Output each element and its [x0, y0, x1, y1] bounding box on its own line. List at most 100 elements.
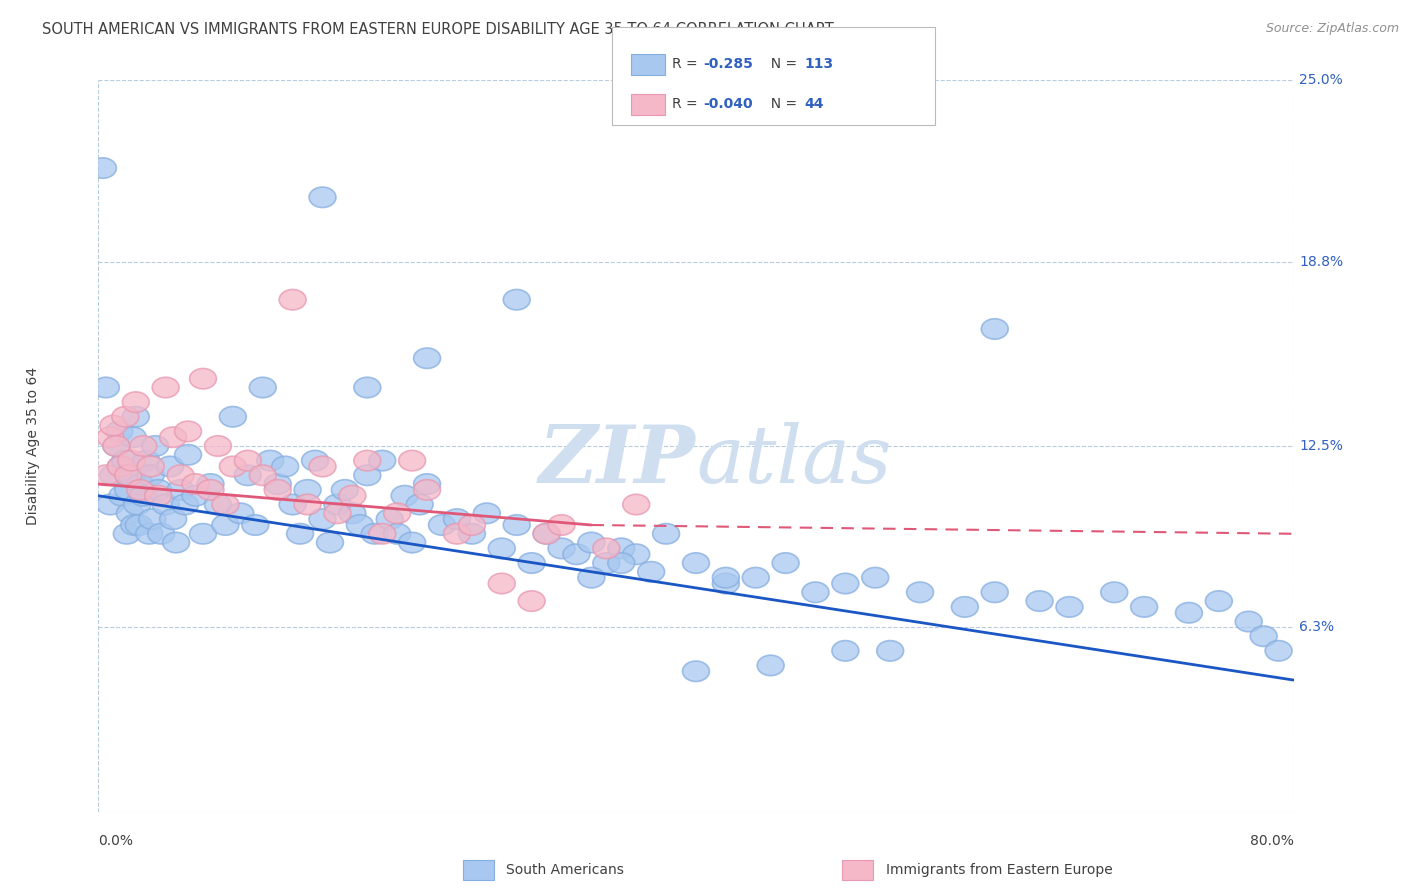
- Ellipse shape: [235, 450, 262, 471]
- Ellipse shape: [406, 494, 433, 515]
- Ellipse shape: [235, 465, 262, 485]
- Ellipse shape: [174, 421, 201, 442]
- Ellipse shape: [368, 524, 395, 544]
- Ellipse shape: [742, 567, 769, 588]
- Ellipse shape: [429, 515, 456, 535]
- Text: -0.040: -0.040: [703, 97, 752, 112]
- Ellipse shape: [145, 485, 172, 506]
- Ellipse shape: [129, 436, 156, 456]
- Ellipse shape: [593, 553, 620, 574]
- Ellipse shape: [124, 494, 150, 515]
- Ellipse shape: [316, 533, 343, 553]
- Ellipse shape: [519, 553, 546, 574]
- Ellipse shape: [758, 656, 785, 675]
- Ellipse shape: [120, 427, 146, 448]
- Ellipse shape: [204, 494, 232, 515]
- Ellipse shape: [138, 456, 165, 476]
- Text: Immigrants from Eastern Europe: Immigrants from Eastern Europe: [886, 863, 1112, 877]
- Ellipse shape: [219, 407, 246, 427]
- Ellipse shape: [503, 515, 530, 535]
- Ellipse shape: [107, 456, 135, 476]
- Ellipse shape: [519, 591, 546, 611]
- Text: R =: R =: [672, 57, 702, 71]
- Text: Source: ZipAtlas.com: Source: ZipAtlas.com: [1265, 22, 1399, 36]
- Ellipse shape: [652, 524, 679, 544]
- Ellipse shape: [294, 480, 321, 500]
- Ellipse shape: [1056, 597, 1083, 617]
- Ellipse shape: [877, 640, 904, 661]
- Ellipse shape: [772, 553, 799, 574]
- Text: 113: 113: [804, 57, 834, 71]
- Ellipse shape: [172, 494, 198, 515]
- Ellipse shape: [301, 450, 329, 471]
- Ellipse shape: [391, 485, 418, 506]
- Ellipse shape: [593, 538, 620, 558]
- Ellipse shape: [145, 480, 172, 500]
- Ellipse shape: [167, 480, 194, 500]
- Ellipse shape: [127, 480, 153, 500]
- Ellipse shape: [129, 485, 156, 506]
- Ellipse shape: [682, 553, 710, 574]
- Ellipse shape: [682, 661, 710, 681]
- Ellipse shape: [257, 450, 284, 471]
- Ellipse shape: [713, 574, 740, 594]
- Text: 0.0%: 0.0%: [98, 834, 134, 847]
- Ellipse shape: [152, 494, 179, 515]
- Ellipse shape: [1175, 602, 1202, 623]
- Ellipse shape: [832, 640, 859, 661]
- Ellipse shape: [280, 494, 307, 515]
- Ellipse shape: [163, 533, 190, 553]
- Text: SOUTH AMERICAN VS IMMIGRANTS FROM EASTERN EUROPE DISABILITY AGE 35 TO 64 CORRELA: SOUTH AMERICAN VS IMMIGRANTS FROM EASTER…: [42, 22, 834, 37]
- Ellipse shape: [115, 480, 142, 500]
- Ellipse shape: [152, 377, 179, 398]
- Ellipse shape: [212, 515, 239, 535]
- Ellipse shape: [287, 524, 314, 544]
- Ellipse shape: [103, 436, 129, 456]
- Ellipse shape: [132, 450, 160, 471]
- Ellipse shape: [112, 450, 139, 471]
- Ellipse shape: [623, 544, 650, 565]
- Ellipse shape: [981, 582, 1008, 602]
- Ellipse shape: [93, 377, 120, 398]
- Text: atlas: atlas: [696, 422, 891, 500]
- Text: 44: 44: [804, 97, 824, 112]
- Ellipse shape: [607, 553, 634, 574]
- Ellipse shape: [197, 480, 224, 500]
- Ellipse shape: [548, 515, 575, 535]
- Ellipse shape: [167, 465, 194, 485]
- Ellipse shape: [1265, 640, 1292, 661]
- Ellipse shape: [93, 465, 120, 485]
- Ellipse shape: [952, 597, 979, 617]
- Ellipse shape: [309, 509, 336, 529]
- Ellipse shape: [361, 524, 388, 544]
- Ellipse shape: [271, 456, 298, 476]
- Ellipse shape: [264, 480, 291, 500]
- Ellipse shape: [339, 485, 366, 506]
- Ellipse shape: [548, 538, 575, 558]
- Ellipse shape: [107, 456, 135, 476]
- Text: 25.0%: 25.0%: [1299, 73, 1343, 87]
- Ellipse shape: [100, 416, 127, 436]
- Ellipse shape: [503, 290, 530, 310]
- Ellipse shape: [280, 290, 307, 310]
- Ellipse shape: [242, 515, 269, 535]
- Ellipse shape: [125, 515, 152, 535]
- Ellipse shape: [488, 574, 515, 594]
- Ellipse shape: [354, 465, 381, 485]
- Text: 80.0%: 80.0%: [1250, 834, 1294, 847]
- Ellipse shape: [578, 533, 605, 553]
- Ellipse shape: [578, 567, 605, 588]
- Ellipse shape: [384, 503, 411, 524]
- Ellipse shape: [127, 474, 153, 494]
- Ellipse shape: [294, 494, 321, 515]
- Ellipse shape: [212, 494, 239, 515]
- Ellipse shape: [1236, 611, 1263, 632]
- Text: N =: N =: [762, 57, 801, 71]
- Ellipse shape: [197, 474, 224, 494]
- Ellipse shape: [156, 456, 184, 476]
- Ellipse shape: [413, 480, 440, 500]
- Ellipse shape: [100, 465, 127, 485]
- Ellipse shape: [122, 407, 149, 427]
- Ellipse shape: [264, 474, 291, 494]
- Ellipse shape: [339, 503, 366, 524]
